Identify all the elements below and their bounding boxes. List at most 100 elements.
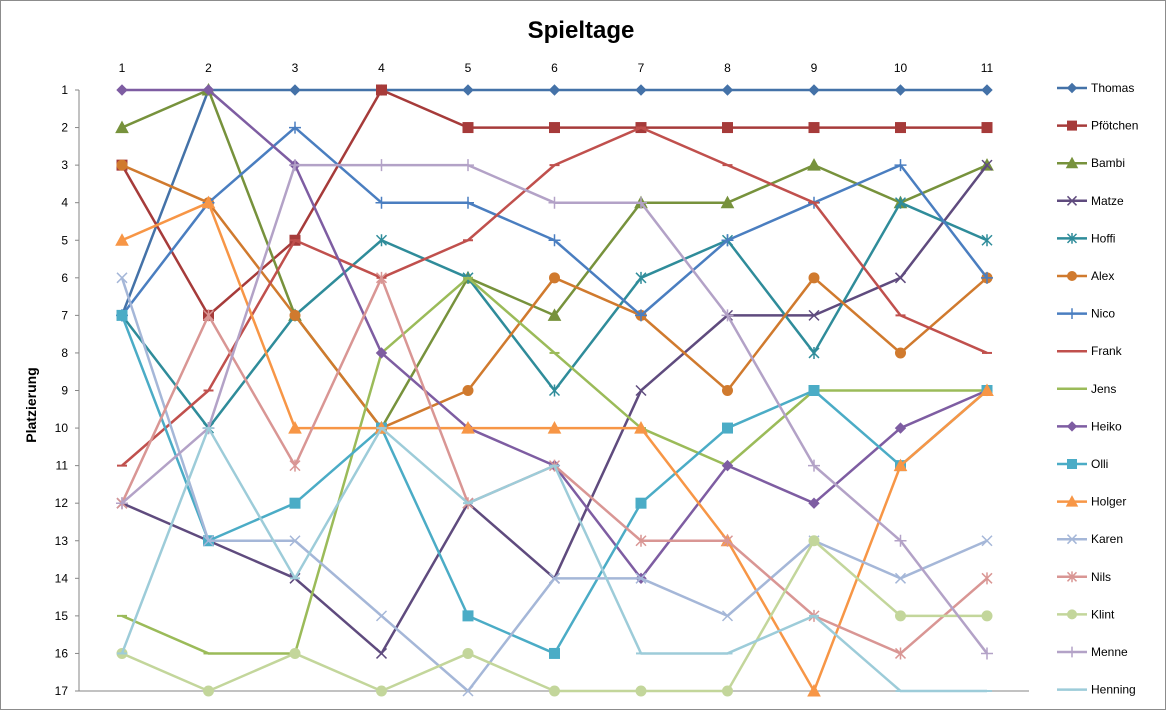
legend-marker	[1066, 82, 1078, 94]
data-point-alex	[116, 159, 128, 171]
legend-label: Henning	[1091, 683, 1136, 697]
data-point-karen	[462, 685, 474, 697]
series-karen	[116, 272, 993, 697]
data-point-holger	[288, 421, 302, 434]
data-point-holger	[807, 683, 821, 697]
x-tick-labels: 1 2 3 4 5 6 7 8 9 10 11	[119, 61, 994, 75]
legend-label: Karen	[1091, 532, 1123, 546]
legend-item-menne: Menne	[1057, 645, 1128, 659]
legend-label: Olli	[1091, 457, 1108, 471]
y-tick-label: 10	[55, 421, 69, 435]
data-point-klint	[289, 647, 301, 659]
legend-marker	[1065, 495, 1079, 507]
data-point-olli	[722, 422, 733, 434]
legend-label: Matze	[1091, 194, 1124, 208]
data-point-olli	[462, 610, 474, 622]
data-point-heiko	[202, 84, 215, 96]
data-point-karen	[721, 610, 734, 622]
legend-item-pfoetchen: Pfötchen	[1057, 119, 1138, 133]
data-point-bambi	[547, 308, 562, 321]
data-point-karen	[548, 572, 561, 584]
x-tick-label: 8	[724, 61, 731, 75]
data-point-pfoetchen	[808, 122, 820, 134]
y-tick-label: 15	[55, 609, 69, 623]
series-henning	[117, 426, 992, 693]
data-point-pfoetchen	[981, 122, 993, 134]
y-tick-label: 7	[61, 308, 68, 322]
data-point-holger	[547, 421, 562, 434]
data-point-nico	[894, 159, 907, 172]
data-point-bambi	[807, 158, 821, 171]
data-point-klint	[549, 685, 560, 697]
data-point-matze	[981, 159, 993, 171]
legend-item-alex: Alex	[1057, 269, 1114, 283]
data-point-alex	[895, 347, 906, 359]
data-point-olli	[808, 385, 820, 396]
data-point-menne	[462, 159, 474, 172]
data-point-nils	[721, 534, 734, 547]
legend-item-karen: Karen	[1057, 532, 1123, 546]
data-point-bambi	[115, 120, 129, 134]
y-tick-label: 16	[55, 646, 69, 660]
data-point-heiko	[116, 84, 128, 96]
legend-marker	[1066, 571, 1078, 583]
data-point-pfoetchen	[895, 122, 906, 134]
data-point-hoffi	[375, 234, 388, 247]
data-point-nico	[548, 234, 561, 247]
legend-item-henning: Henning	[1057, 683, 1136, 697]
data-point-pfoetchen	[462, 122, 474, 134]
legend-marker	[1067, 609, 1077, 620]
legend-label: Thomas	[1091, 81, 1134, 95]
legend-item-frank: Frank	[1057, 344, 1123, 358]
chart-title: Spieltage	[528, 17, 635, 44]
y-tick-label: 2	[61, 121, 68, 135]
legend-label: Hoffi	[1091, 231, 1115, 245]
data-point-nico	[289, 121, 301, 134]
data-point-nico	[981, 271, 993, 284]
y-axis-title: Platzierung	[23, 367, 39, 442]
x-tick-label: 3	[292, 61, 299, 75]
legend-label: Klint	[1091, 607, 1115, 621]
data-point-bambi	[720, 195, 735, 209]
data-point-heiko	[375, 347, 388, 359]
legend-item-heiko: Heiko	[1057, 419, 1122, 433]
data-point-menne	[548, 196, 561, 209]
legend-item-jens: Jens	[1057, 382, 1116, 396]
data-point-klint	[203, 685, 214, 697]
data-point-klint	[462, 647, 474, 659]
data-point-hoffi	[808, 346, 820, 359]
data-point-klint	[635, 685, 647, 697]
data-point-nils	[289, 459, 301, 472]
y-tick-label: 3	[61, 158, 68, 172]
data-point-menne	[981, 647, 993, 660]
data-point-nils	[375, 271, 388, 284]
legend-label: Holger	[1091, 495, 1126, 509]
data-point-alex	[549, 272, 560, 284]
data-point-nico	[375, 196, 388, 209]
data-point-thomas	[981, 84, 993, 96]
data-point-hoffi	[635, 271, 647, 284]
data-point-holger	[980, 383, 994, 396]
legend-label: Menne	[1091, 645, 1128, 659]
data-point-heiko	[808, 497, 820, 509]
data-point-karen	[289, 535, 301, 547]
data-point-klint	[376, 685, 387, 697]
data-point-karen	[635, 572, 647, 584]
data-point-nico	[462, 196, 474, 209]
data-point-menne	[808, 459, 820, 472]
data-point-thomas	[462, 84, 474, 96]
chart-legend: Thomas Pfötchen Bambi Matze Hoffi Alex Nico Fra…	[1057, 81, 1138, 697]
data-point-klint	[722, 685, 733, 697]
legend-marker	[1066, 646, 1078, 658]
x-tick-label: 9	[811, 61, 818, 75]
legend-item-klint: Klint	[1057, 607, 1115, 621]
data-point-heiko	[894, 422, 907, 434]
series-klint	[116, 535, 993, 697]
legend-marker	[1066, 534, 1078, 545]
legend-item-thomas: Thomas	[1057, 81, 1134, 95]
data-point-menne	[635, 196, 647, 209]
legend-item-nils: Nils	[1057, 570, 1111, 584]
data-point-thomas	[721, 84, 734, 96]
